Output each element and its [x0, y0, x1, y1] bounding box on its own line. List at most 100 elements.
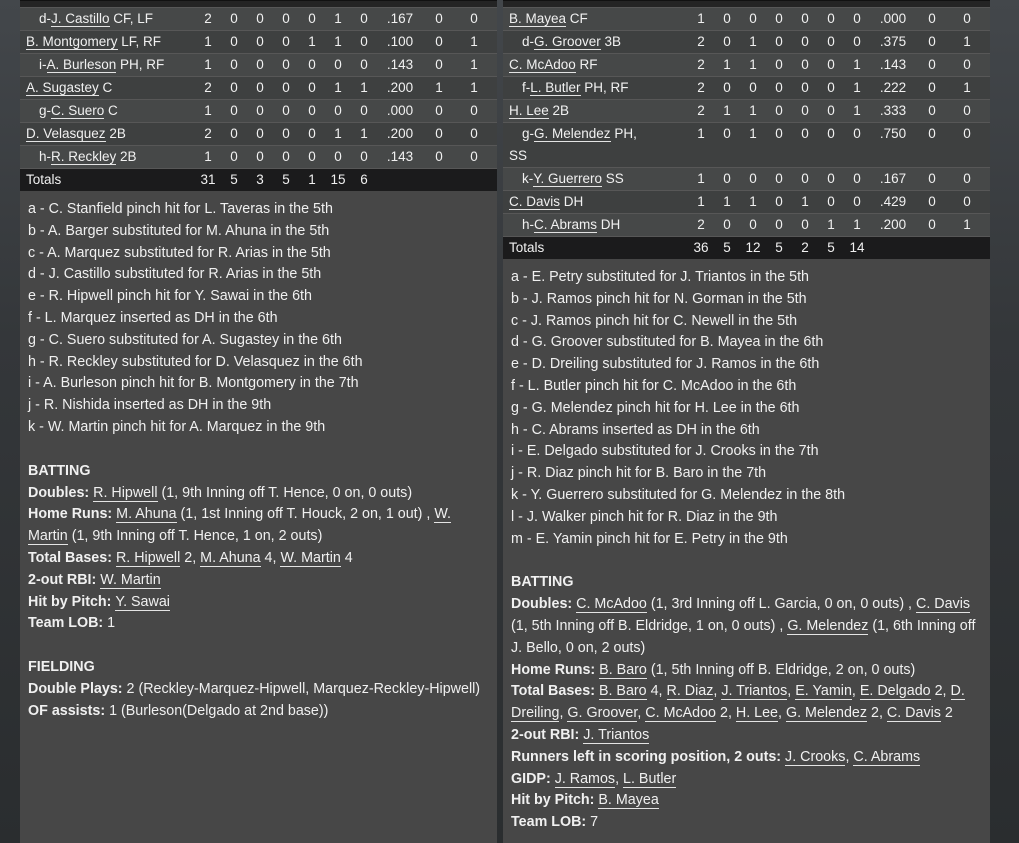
- stat-text: 2: [940, 705, 953, 722]
- stat-cell: 0: [827, 80, 835, 95]
- player-link[interactable]: G. Melendez: [787, 617, 869, 635]
- player-link[interactable]: B. Baro: [599, 661, 647, 679]
- player-link[interactable]: C. McAdoo: [576, 596, 647, 614]
- stat-cell: 1: [963, 217, 971, 232]
- section-title: BATTING: [28, 462, 91, 479]
- batter-row: B. Montgomery LF, RF 1 0 0 0 1 1 0 .100 0 1: [20, 30, 497, 53]
- player-link[interactable]: R. Reckley: [51, 149, 117, 165]
- player-link[interactable]: Y. Sawai: [115, 593, 170, 611]
- player-link[interactable]: E. Yamin: [795, 683, 852, 701]
- player-link[interactable]: W. Martin: [100, 571, 161, 589]
- stat-cell: 0: [256, 80, 264, 95]
- player-link[interactable]: M. Ahuna: [116, 506, 177, 524]
- stat-cell: 0: [723, 217, 731, 232]
- player-link[interactable]: C. McAdoo: [645, 705, 717, 723]
- stat-cell: .100: [386, 34, 414, 49]
- stat-cell: 1: [435, 80, 443, 95]
- position-label: PH,: [610, 126, 637, 141]
- stat-cell: 1: [334, 126, 342, 141]
- stat-label: Home Runs:: [28, 506, 117, 523]
- player-link[interactable]: R. Hipwell: [115, 549, 181, 567]
- player-link[interactable]: G. Groover: [534, 34, 601, 50]
- stat-line: Doubles: C. McAdoo (1, 3rd Inning off L.…: [511, 594, 978, 659]
- stat-text: 1: [107, 615, 116, 632]
- stat-cell: 0: [827, 34, 835, 49]
- stat-label: Doubles:: [511, 596, 577, 613]
- substitution-note: j - R. Nishida inserted as DH in the 9th: [28, 397, 272, 414]
- player-link[interactable]: B. Montgomery: [26, 34, 118, 50]
- player-link[interactable]: G. Groover: [567, 705, 638, 723]
- stat-cell: 0: [775, 217, 783, 232]
- stat-cell: 0: [801, 171, 809, 186]
- sub-letter-prefix: h-: [522, 217, 535, 232]
- stat-line: Team LOB: 7: [511, 812, 978, 834]
- substitution-note: h - R. Reckley substituted for D. Velasq…: [28, 353, 363, 370]
- stat-label: Hit by Pitch:: [28, 593, 116, 610]
- substitution-note: g - C. Suero substituted for A. Sugastey…: [28, 331, 342, 348]
- player-link[interactable]: B. Mayea: [598, 792, 659, 810]
- player-link[interactable]: C. Davis: [916, 596, 971, 614]
- stat-cell: 0: [775, 57, 783, 72]
- player-link[interactable]: M. Ahuna: [200, 549, 261, 567]
- player-link[interactable]: J. Triantos: [583, 726, 650, 744]
- player-link[interactable]: H. Lee: [735, 705, 779, 723]
- player-link[interactable]: Y. Guerrero: [533, 171, 603, 187]
- stat-cell: 0: [749, 217, 757, 232]
- stat-text: ,: [778, 705, 786, 722]
- player-link[interactable]: J. Castillo: [51, 11, 110, 27]
- player-link[interactable]: C. Abrams: [534, 217, 598, 233]
- position-label: DH: [560, 194, 584, 209]
- batter-name-cell: A. Sugastey C: [20, 77, 195, 99]
- sub-letter-prefix: i-: [39, 57, 47, 72]
- player-link[interactable]: C. Abrams: [853, 748, 921, 766]
- stat-label: Runners left in scoring position, 2 outs…: [511, 748, 786, 765]
- stat-cell: 1: [853, 103, 861, 118]
- player-link[interactable]: C. Suero: [51, 103, 105, 119]
- player-link[interactable]: G. Melendez: [785, 705, 868, 723]
- stat-cell: 0: [723, 80, 731, 95]
- player-link[interactable]: H. Lee: [509, 103, 549, 119]
- player-link[interactable]: G. Melendez: [534, 126, 611, 142]
- stat-cell: .000: [879, 11, 907, 26]
- player-link[interactable]: R. Diaz: [666, 683, 714, 701]
- player-link[interactable]: B. Mayea: [509, 11, 567, 27]
- stat-cell: 0: [256, 126, 264, 141]
- player-link[interactable]: D. Velasquez: [26, 126, 106, 142]
- stat-cell: 0: [256, 149, 264, 164]
- player-link[interactable]: C. Davis: [509, 194, 561, 210]
- player-link[interactable]: W. Martin: [280, 549, 341, 567]
- substitution-note: c - A. Marquez substituted for R. Arias …: [28, 244, 331, 261]
- stat-cell: 0: [963, 194, 971, 209]
- player-link[interactable]: J. Ramos: [554, 770, 616, 788]
- player-link[interactable]: J. Triantos: [721, 683, 788, 701]
- player-link[interactable]: D. Dreiling: [511, 683, 965, 723]
- substitution-note: k - Y. Guerrero substituted for G. Melen…: [511, 486, 846, 503]
- player-link[interactable]: A. Sugastey: [26, 80, 99, 96]
- player-link[interactable]: C. Davis: [886, 705, 941, 723]
- stat-cell: 0: [928, 80, 936, 95]
- stat-line: Runners left in scoring position, 2 outs…: [511, 747, 978, 769]
- stat-text: 4: [340, 549, 353, 566]
- stat-cell: 2: [697, 80, 705, 95]
- stat-text: 2,: [867, 705, 887, 722]
- player-link[interactable]: W. Martin: [28, 506, 452, 546]
- player-link[interactable]: C. McAdoo: [509, 57, 576, 73]
- player-link[interactable]: L. Butler: [623, 770, 677, 788]
- player-link[interactable]: E. Delgado: [859, 683, 931, 701]
- position-label: 2B: [105, 126, 126, 141]
- stat-cell: 0: [308, 80, 316, 95]
- stat-cell: 0: [775, 11, 783, 26]
- player-link[interactable]: L. Butler: [530, 80, 581, 96]
- batter-name-cell: d-G. Groover 3B: [503, 31, 688, 53]
- stat-cell: 0: [308, 57, 316, 72]
- stat-cell: 0: [801, 11, 809, 26]
- player-link[interactable]: J. Crooks: [785, 748, 846, 766]
- batter-row: d-J. Castillo CF, LF 2 0 0 0 0 1 0 .167 0 0: [20, 7, 497, 30]
- player-link[interactable]: R. Hipwell: [93, 484, 158, 502]
- batter-name-cell: f-L. Butler PH, RF: [503, 77, 688, 99]
- position-label: PH, RF: [116, 57, 165, 72]
- player-link[interactable]: B. Baro: [598, 683, 647, 701]
- stat-cell: 0: [334, 103, 342, 118]
- player-link[interactable]: A. Burleson: [46, 57, 117, 73]
- batter-name-cell: h-R. Reckley 2B: [20, 146, 195, 168]
